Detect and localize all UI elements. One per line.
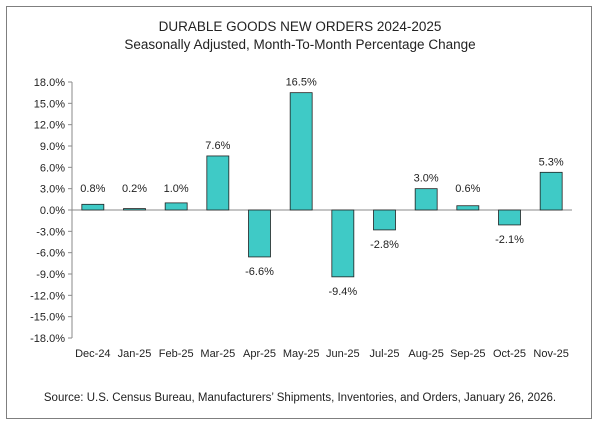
x-tick-label: Oct-25 (493, 348, 526, 360)
data-label: 0.2% (122, 183, 147, 195)
x-tick-label: Feb-25 (159, 348, 194, 360)
y-tick-label: 3.0% (40, 184, 65, 196)
bar (373, 209, 396, 231)
chart-frame (6, 6, 592, 419)
x-tick-label: Dec-24 (75, 348, 110, 360)
x-tick-label: Nov-25 (533, 348, 568, 360)
bar (206, 155, 230, 211)
bar (331, 209, 355, 278)
data-label: -6.6% (245, 266, 274, 278)
data-label: 7.6% (205, 140, 230, 152)
x-tick-label: Sep-25 (450, 348, 485, 360)
y-tick-label: -15.0% (30, 312, 65, 324)
y-tick-label: 0.0% (40, 205, 65, 217)
data-label: 0.8% (80, 183, 105, 195)
y-tick-label: -3.0% (36, 226, 65, 238)
x-tick-label: Jan-25 (118, 348, 152, 360)
bar (248, 209, 271, 258)
x-tick-label: May-25 (283, 348, 320, 360)
chart-source: Source: U.S. Census Bureau, Manufacturer… (43, 392, 557, 404)
data-label: -2.1% (495, 234, 524, 246)
data-label: -9.4% (328, 286, 357, 298)
x-tick-label: Jun-25 (326, 348, 360, 360)
bar (289, 92, 313, 211)
y-tick-label: 6.0% (40, 162, 65, 174)
data-label: -2.8% (370, 239, 399, 251)
data-label: 5.3% (539, 156, 564, 168)
x-tick-label: Jul-25 (370, 348, 400, 360)
bar (123, 208, 146, 211)
y-tick-label: 12.0% (34, 120, 65, 132)
x-tick-label: Aug-25 (408, 348, 443, 360)
chart-title: DURABLE GOODS NEW ORDERS 2024-2025 (158, 19, 442, 34)
x-tick-label: Apr-25 (243, 348, 276, 360)
data-label: 1.0% (164, 183, 189, 195)
data-label: 16.5% (286, 77, 317, 89)
data-label: 3.0% (414, 173, 439, 185)
y-tick-label: 9.0% (40, 141, 65, 153)
bar (498, 209, 521, 226)
bar (539, 171, 563, 211)
y-tick-label: -18.0% (30, 333, 65, 345)
bar (81, 203, 105, 211)
data-label: 0.6% (455, 183, 480, 195)
bar (456, 205, 480, 211)
y-tick-label: -9.0% (36, 269, 65, 281)
y-tick-label: -12.0% (30, 290, 65, 302)
bar (414, 188, 438, 211)
y-tick-label: -6.0% (36, 248, 65, 260)
x-tick-label: Mar-25 (200, 348, 235, 360)
y-tick-label: 15.0% (34, 98, 65, 110)
bar (164, 202, 188, 211)
y-tick-label: 18.0% (34, 77, 65, 89)
chart-subtitle: Seasonally Adjusted, Month-To-Month Perc… (124, 37, 476, 52)
